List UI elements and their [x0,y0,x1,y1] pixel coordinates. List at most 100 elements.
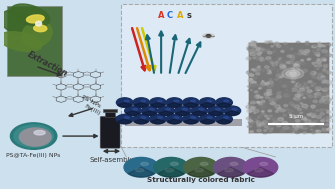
Circle shape [290,115,295,118]
Circle shape [270,67,275,70]
Circle shape [324,126,327,128]
Text: A: A [177,11,184,20]
Circle shape [199,114,216,124]
Circle shape [309,72,313,74]
Circle shape [250,52,256,56]
Circle shape [267,130,273,133]
Circle shape [309,123,315,127]
Circle shape [294,97,299,100]
Circle shape [303,52,308,55]
Circle shape [124,157,158,177]
Circle shape [250,81,256,84]
Circle shape [298,53,302,55]
Circle shape [206,35,211,37]
Circle shape [253,42,257,44]
Wedge shape [200,119,215,124]
Ellipse shape [182,108,187,110]
Circle shape [133,98,149,107]
Circle shape [311,113,316,116]
Circle shape [311,115,316,117]
Circle shape [255,95,260,98]
Circle shape [149,98,166,107]
Circle shape [279,81,282,83]
Circle shape [288,61,293,64]
Circle shape [290,66,292,67]
Circle shape [310,126,312,127]
Circle shape [298,111,301,112]
Circle shape [259,116,264,119]
Circle shape [309,115,313,117]
Circle shape [183,98,199,107]
Circle shape [261,111,264,112]
Wedge shape [142,111,157,115]
Circle shape [251,107,254,108]
Circle shape [319,93,324,96]
Circle shape [312,108,314,109]
Circle shape [294,64,299,67]
Circle shape [295,119,300,122]
Circle shape [322,128,328,131]
Ellipse shape [157,117,162,119]
Circle shape [274,66,277,68]
Circle shape [299,117,304,120]
Circle shape [312,116,315,118]
Circle shape [302,126,308,129]
Circle shape [322,50,327,53]
Circle shape [291,76,296,79]
Circle shape [319,45,322,47]
Circle shape [302,83,308,86]
Circle shape [286,62,290,64]
Ellipse shape [224,100,228,102]
Circle shape [327,98,332,101]
Circle shape [311,72,316,75]
Circle shape [310,129,313,130]
Circle shape [289,70,291,72]
Circle shape [310,67,313,69]
Circle shape [311,105,315,108]
Circle shape [295,85,299,87]
Circle shape [251,101,255,104]
Circle shape [259,122,264,125]
Circle shape [323,53,325,54]
Circle shape [269,78,271,80]
Circle shape [282,85,286,87]
Ellipse shape [22,21,52,47]
Circle shape [262,117,267,120]
Circle shape [256,121,260,123]
Circle shape [275,78,278,80]
Circle shape [256,48,260,50]
Circle shape [281,109,286,112]
Circle shape [252,95,257,98]
Circle shape [286,76,292,79]
Ellipse shape [282,68,304,79]
Circle shape [280,116,283,118]
Circle shape [251,84,256,87]
Circle shape [251,78,253,80]
Circle shape [315,52,320,55]
Circle shape [117,114,133,124]
Circle shape [317,77,322,80]
Circle shape [306,87,309,89]
Circle shape [282,123,285,124]
Text: Structurally colored fabric: Structurally colored fabric [147,177,255,184]
Circle shape [281,130,285,132]
Wedge shape [159,111,173,115]
Wedge shape [118,102,132,107]
Ellipse shape [230,162,238,165]
Circle shape [304,113,307,114]
Circle shape [274,121,279,124]
Circle shape [305,72,308,74]
Circle shape [324,100,329,104]
Circle shape [262,81,264,82]
Circle shape [254,91,258,93]
Circle shape [288,83,292,86]
Circle shape [293,78,296,80]
Circle shape [313,100,317,103]
Circle shape [317,89,320,91]
Circle shape [321,80,327,83]
Circle shape [324,64,328,67]
Circle shape [302,70,307,73]
Circle shape [247,125,251,128]
Circle shape [319,74,325,78]
Ellipse shape [34,130,45,135]
